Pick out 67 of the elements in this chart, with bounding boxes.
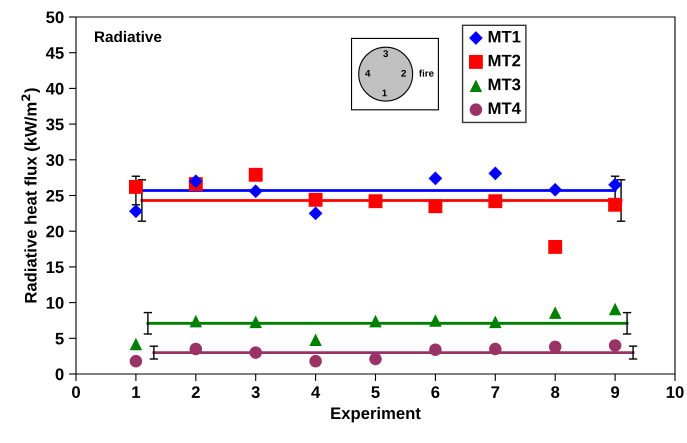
- point: [548, 306, 562, 319]
- x-tick-label: 8: [551, 386, 560, 398]
- point: [548, 240, 562, 254]
- x-tick-label: 7: [491, 386, 500, 398]
- point: [488, 166, 502, 180]
- y-tick-label: 25: [46, 190, 64, 202]
- point: [249, 346, 262, 359]
- y-tick-label: 35: [46, 118, 64, 130]
- point: [190, 314, 202, 328]
- annotation: 4: [365, 70, 370, 77]
- point: [128, 180, 143, 194]
- y-tick-label: 5: [55, 332, 64, 345]
- point: [130, 354, 142, 368]
- point: [428, 171, 442, 186]
- point: [249, 316, 262, 328]
- legend-label: MT1: [488, 30, 520, 42]
- y-tick-label: 15: [46, 261, 64, 274]
- x-tick-label: 5: [371, 386, 380, 398]
- point: [428, 199, 442, 214]
- y-tick-label: 50: [46, 11, 64, 24]
- legend-label: MT3: [488, 78, 520, 90]
- y-tick-label: 45: [46, 47, 64, 59]
- point: [548, 182, 562, 197]
- text: Radiative: [94, 30, 162, 42]
- point: [309, 333, 322, 346]
- point: [130, 338, 142, 350]
- legend-label: MT2: [488, 54, 520, 66]
- x-tick-label: 0: [72, 386, 80, 398]
- point: [608, 198, 622, 212]
- x-tick-label: 6: [431, 386, 440, 398]
- annotation: 2: [401, 70, 406, 77]
- annotation: 3: [383, 50, 388, 58]
- point: [190, 342, 202, 356]
- annotation: 1: [382, 90, 387, 96]
- x-tick-label: 9: [611, 386, 620, 398]
- point: [608, 178, 622, 192]
- point: [369, 314, 382, 328]
- point: [369, 352, 382, 366]
- y-tick-label: 30: [46, 154, 64, 166]
- point: [188, 174, 203, 188]
- point: [489, 342, 502, 356]
- point: [429, 314, 442, 327]
- point: [248, 184, 263, 198]
- x-axis-title: Experiment: [331, 406, 421, 422]
- x-tick-label: 2: [192, 386, 200, 398]
- point: [488, 194, 502, 208]
- point: [489, 316, 502, 328]
- annotation: fire: [419, 70, 434, 77]
- y-tick-label: 10: [46, 297, 64, 309]
- point: [608, 339, 622, 352]
- point: [129, 204, 143, 218]
- point: [309, 354, 322, 368]
- y-axis-title: Radiative heat flux (kW/m$^{2}$): [21, 88, 40, 303]
- point: [248, 168, 263, 182]
- point: [308, 192, 323, 207]
- y-tick-label: 40: [46, 82, 64, 95]
- point: [608, 302, 622, 316]
- x-tick-label: 10: [666, 386, 684, 398]
- y-tick-label: 0: [56, 368, 64, 380]
- x-tick-label: 3: [251, 386, 260, 398]
- legend-label: MT4: [488, 102, 521, 114]
- point: [368, 194, 382, 208]
- x-tick-label: 1: [132, 386, 140, 398]
- point: [429, 343, 442, 356]
- x-tick-label: 4: [311, 386, 320, 398]
- y-tick-label: 20: [46, 226, 64, 238]
- point: [308, 206, 322, 220]
